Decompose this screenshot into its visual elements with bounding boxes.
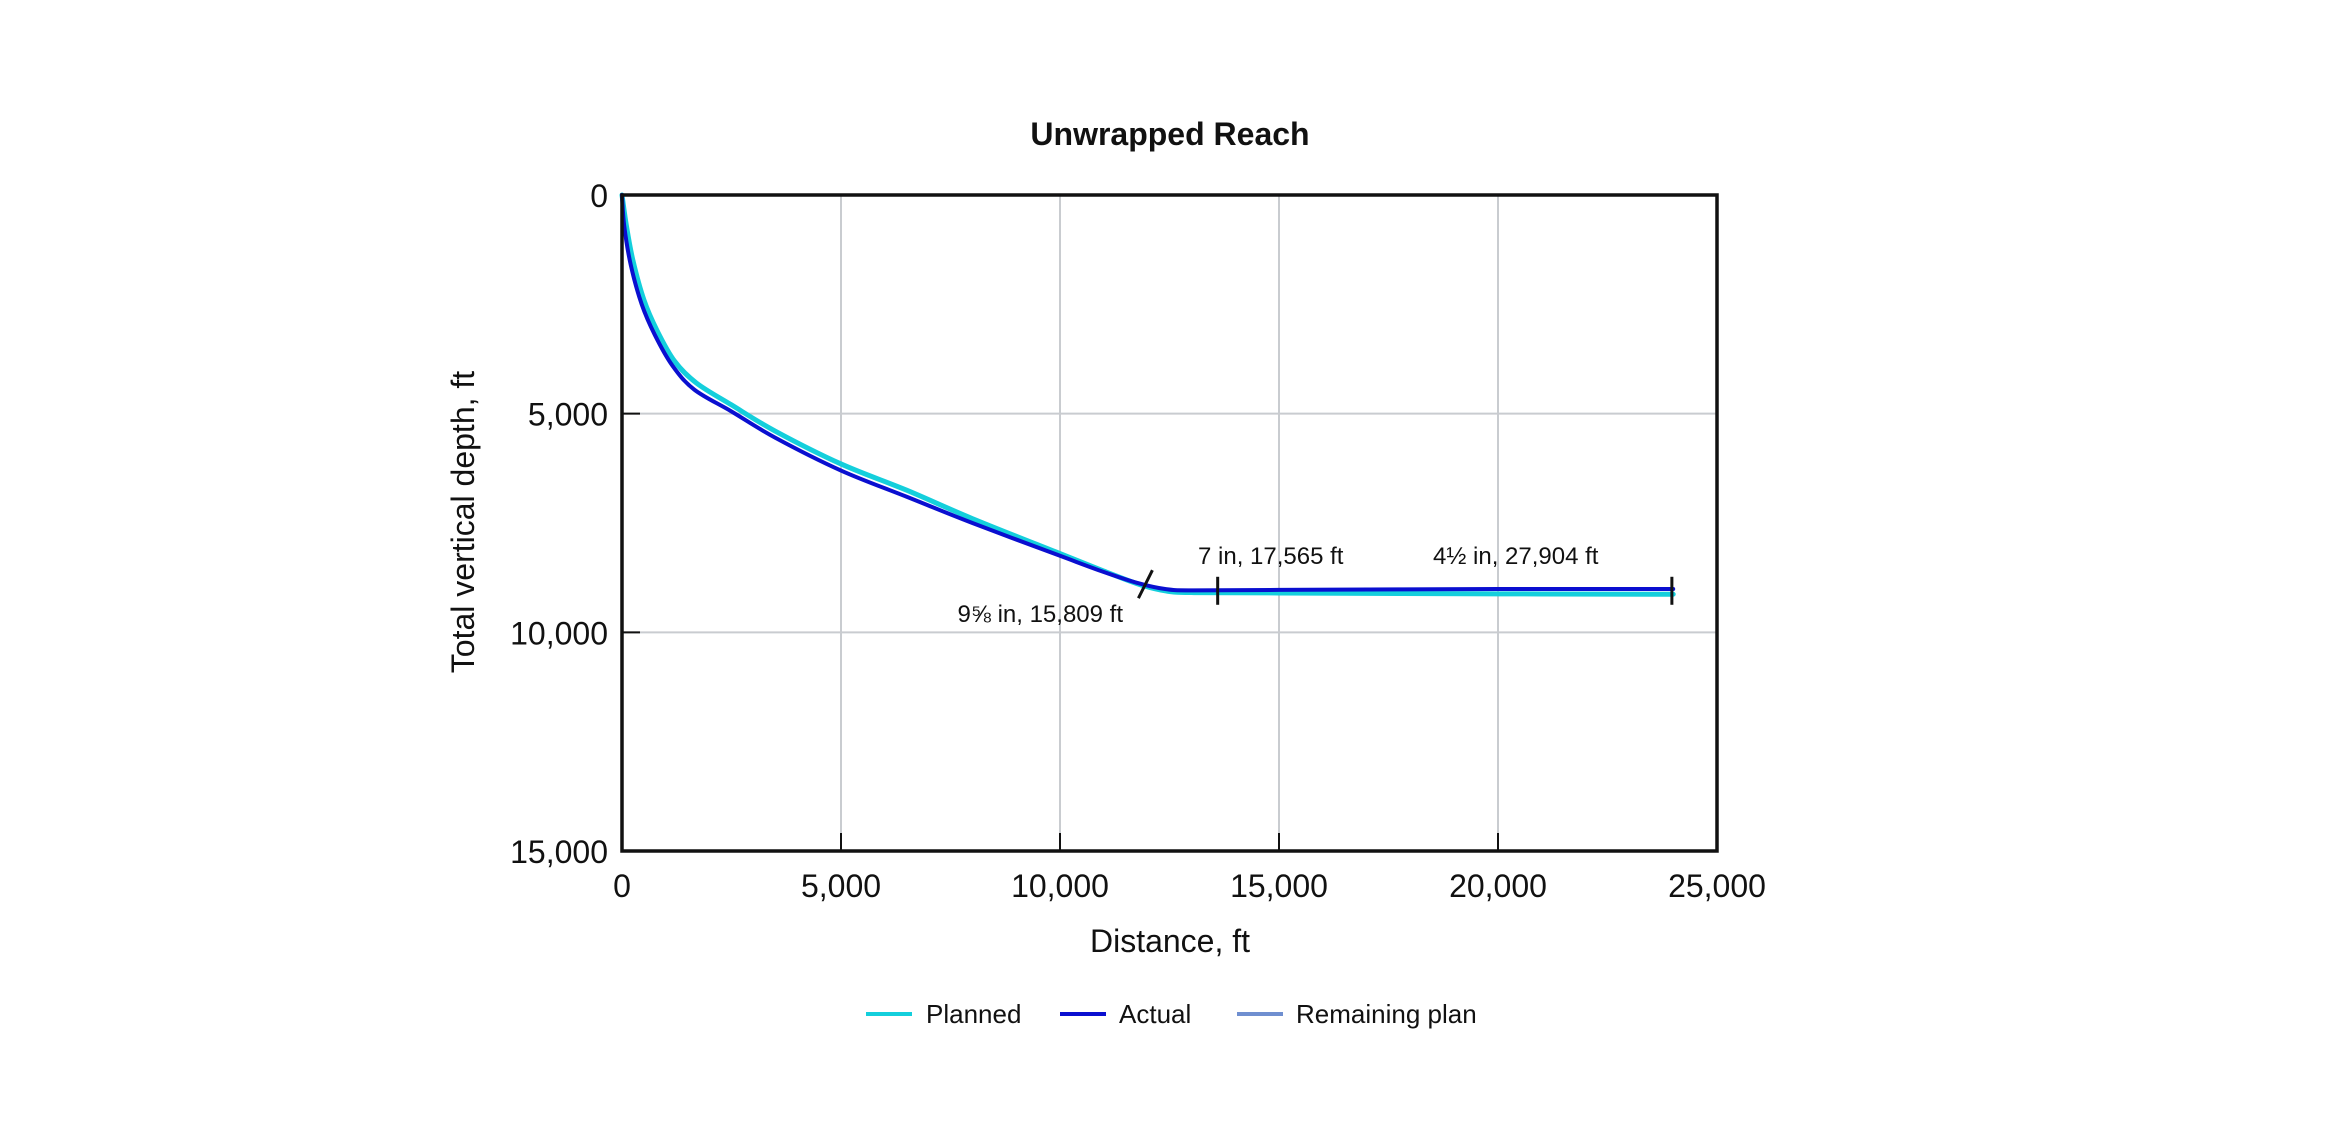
x-tick-label: 20,000 [1449,868,1547,904]
casing-label: 7 in, 17,565 ft [1198,543,1344,570]
legend: Planned Actual Remaining plan [866,999,1477,1029]
casing-annotations: 9⅝ in, 15,809 ft 7 in, 17,565 ft 4½ in, 27… [958,543,1674,628]
legend-label-planned: Planned [926,999,1021,1029]
plot-frame [620,193,1719,853]
series-planned-line [619,192,1676,597]
casing-marker [1137,569,1154,599]
x-tick-label: 5,000 [801,868,881,904]
y-tick-label: 10,000 [510,615,608,651]
y-axis-label: Total vertical depth, ft [445,371,481,673]
y-tick-label: 15,000 [510,834,608,870]
y-tick-label: 0 [590,178,608,214]
legend-label-actual: Actual [1119,999,1191,1029]
axis-ticks: 0 5,000 10,000 15,000 20,000 25,000 0 5,000 10,0… [510,178,1766,904]
x-tick-label: 15,000 [1230,868,1328,904]
x-tick-label: 0 [613,868,631,904]
plot-series [619,192,1676,597]
y-tick-label: 5,000 [528,397,608,433]
x-axis-label: Distance, ft [1090,923,1250,959]
x-tick-label: 25,000 [1668,868,1766,904]
series-actual-line [620,193,1676,593]
chart-title: Unwrapped Reach [1030,116,1309,152]
x-tick-label: 10,000 [1011,868,1109,904]
casing-label: 4½ in, 27,904 ft [1433,543,1599,570]
gridlines [622,195,1717,851]
legend-label-remaining-plan: Remaining plan [1296,999,1477,1029]
casing-label: 9⅝ in, 15,809 ft [958,601,1124,628]
